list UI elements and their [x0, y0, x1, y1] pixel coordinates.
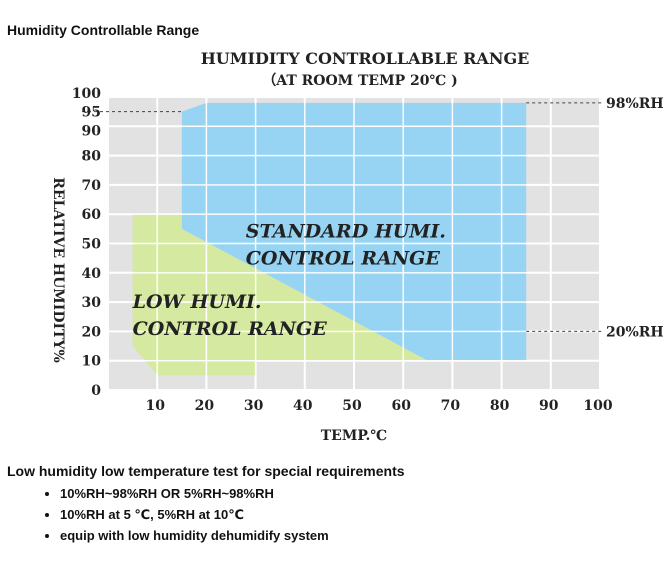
y-tick-label: 50 [82, 237, 102, 253]
y-tick-label: 60 [82, 207, 102, 223]
x-tick-label: 100 [583, 398, 612, 414]
y-tick-label: 0 [91, 383, 101, 399]
x-tick-label: 20 [195, 398, 215, 414]
y-axis-label: RELATIVE HUMIDITY% [50, 177, 66, 363]
x-axis-label: TEMP.℃ [321, 428, 388, 444]
x-tick-label: 90 [539, 398, 559, 414]
y-tick-label: 95 [82, 105, 101, 121]
region-label: LOW HUMI. [132, 291, 262, 313]
region-labels: LOW HUMI. CONTROL RANGE STANDARD HUMI. CONT… [132, 221, 446, 340]
y-tick-label: 20 [82, 324, 102, 340]
chart-title: HUMIDITY CONTROLLABLE RANGE [201, 49, 530, 68]
list-item: 10%RH~98%RH OR 5%RH~98%RH [60, 486, 329, 502]
requirements-list: 10%RH~98%RH OR 5%RH~98%RH 10%RH at 5 ℃, … [44, 486, 329, 549]
grid-overlay [107, 96, 601, 391]
region-label: STANDARD HUMI. [246, 221, 446, 243]
page-heading: Humidity Controllable Range [7, 22, 200, 38]
x-tick-label: 80 [490, 398, 510, 414]
y-tick-labels: 0 10 20 30 40 50 60 70 80 90 95 100 [72, 86, 101, 399]
list-item: equip with low humidity dehumidify syste… [60, 528, 329, 544]
annotation-label: 20%RH [606, 324, 664, 340]
y-tick-label: 30 [82, 295, 102, 311]
x-tick-label: 70 [441, 398, 461, 414]
y-tick-label: 70 [82, 178, 102, 194]
y-tick-label: 10 [82, 354, 102, 370]
reference-lines: 98%RH 20%RH [82, 96, 664, 340]
region-label: CONTROL RANGE [246, 248, 441, 270]
humidity-range-chart: HUMIDITY CONTROLLABLE RANGE （AT ROOM TEM… [0, 40, 672, 450]
x-tick-label: 40 [293, 398, 313, 414]
section-subheading: Low humidity low temperature test for sp… [7, 463, 405, 479]
y-tick-label: 40 [82, 266, 102, 282]
list-item: 10%RH at 5 ℃, 5%RH at 10℃ [60, 507, 329, 523]
x-tick-labels: 10 20 30 40 50 60 70 80 90 100 [145, 398, 612, 414]
chart-subtitle: （AT ROOM TEMP 20℃ ) [262, 73, 458, 89]
annotation-label: 98%RH [606, 96, 664, 112]
region-label: CONTROL RANGE [133, 318, 328, 340]
y-tick-label: 80 [82, 149, 102, 165]
y-tick-label: 100 [72, 86, 101, 102]
x-tick-label: 30 [244, 398, 264, 414]
x-tick-label: 60 [391, 398, 411, 414]
x-tick-label: 10 [145, 398, 165, 414]
y-tick-label: 90 [82, 123, 102, 139]
x-tick-label: 50 [342, 398, 362, 414]
chart-svg: HUMIDITY CONTROLLABLE RANGE （AT ROOM TEM… [50, 49, 664, 444]
